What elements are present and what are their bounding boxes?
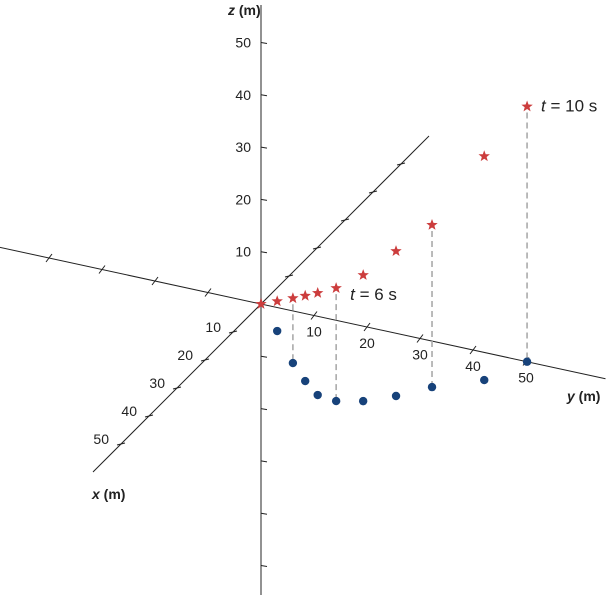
z-tick bbox=[260, 460, 268, 463]
y-tick bbox=[310, 311, 318, 320]
trajectory-star bbox=[312, 287, 324, 298]
y-axis-line bbox=[0, 246, 606, 380]
projection-point bbox=[358, 396, 368, 406]
y-tick bbox=[363, 322, 371, 332]
trajectory-star bbox=[521, 100, 533, 112]
labels: 10 20 30 40 50 10 20 30 40 50 10 20 30 40 50 z (m) y (m)… bbox=[91, 2, 600, 502]
z-tick-label: 20 bbox=[235, 191, 251, 207]
z-tick bbox=[260, 512, 268, 515]
x-tick bbox=[340, 218, 350, 222]
y-tick bbox=[45, 253, 53, 263]
x-tick-label: 10 bbox=[205, 319, 221, 335]
projection-point bbox=[480, 375, 489, 385]
z-tick-label: 50 bbox=[235, 35, 251, 51]
axes bbox=[0, 5, 606, 595]
y-tick bbox=[98, 265, 106, 274]
z-tick-label: 40 bbox=[235, 87, 251, 103]
z-tick bbox=[260, 198, 268, 201]
z-tick bbox=[260, 251, 268, 254]
x-tick bbox=[396, 162, 406, 166]
z-tick bbox=[260, 42, 268, 44]
drop-lines bbox=[292, 112, 528, 398]
y-tick bbox=[204, 288, 212, 297]
y-tick-label: 40 bbox=[465, 358, 481, 374]
y-tick-label: 30 bbox=[412, 347, 428, 363]
x-tick bbox=[368, 190, 378, 194]
y-tick bbox=[151, 276, 159, 286]
projection-point bbox=[288, 358, 298, 368]
x-axis-title: x (m) bbox=[91, 486, 125, 502]
projection-point bbox=[301, 376, 310, 386]
x-tick-label: 50 bbox=[93, 431, 109, 447]
x-tick bbox=[116, 442, 126, 446]
z-tick-label: 30 bbox=[235, 139, 251, 155]
trajectory-star bbox=[390, 245, 402, 256]
z-tick bbox=[260, 408, 268, 411]
trajectory-star bbox=[271, 295, 283, 307]
y-tick-label: 50 bbox=[518, 370, 534, 386]
x-tick-label: 30 bbox=[149, 375, 165, 391]
z-tick bbox=[260, 565, 268, 567]
x-tick bbox=[228, 330, 238, 334]
y-tick-label: 10 bbox=[306, 324, 322, 340]
x-tick bbox=[200, 358, 210, 362]
projection-point bbox=[522, 357, 532, 366]
y-axis-title: y (m) bbox=[566, 388, 600, 404]
projection-point bbox=[272, 326, 282, 336]
projection-point bbox=[313, 390, 322, 400]
z-tick bbox=[260, 94, 268, 97]
time-annotation: t = 10 s bbox=[541, 97, 597, 116]
z-axis-title: z (m) bbox=[227, 2, 261, 18]
trajectory-star bbox=[357, 269, 369, 280]
y-tick bbox=[469, 345, 477, 355]
trajectory-star bbox=[478, 150, 490, 162]
z-tick bbox=[260, 355, 268, 358]
y-tick bbox=[416, 334, 424, 343]
projection-point bbox=[391, 391, 401, 401]
z-tick-label: 10 bbox=[235, 244, 251, 260]
trajectory-star bbox=[287, 292, 299, 304]
data-marks bbox=[255, 100, 533, 406]
time-annotation: t = 6 s bbox=[350, 285, 397, 304]
x-tick bbox=[144, 414, 154, 418]
x-tick-label: 20 bbox=[177, 347, 193, 363]
z-tick bbox=[260, 146, 268, 149]
trajectory-star bbox=[299, 289, 311, 301]
x-tick-label: 40 bbox=[121, 403, 137, 419]
trajectory-star bbox=[255, 298, 267, 309]
x-tick bbox=[312, 246, 322, 250]
projection-point bbox=[427, 382, 437, 392]
trajectory-star bbox=[426, 219, 438, 230]
y-tick-label: 20 bbox=[359, 335, 375, 351]
x-tick bbox=[172, 386, 182, 390]
projection-point bbox=[331, 396, 341, 406]
x-tick bbox=[284, 274, 294, 278]
trajectory-star bbox=[330, 282, 342, 293]
